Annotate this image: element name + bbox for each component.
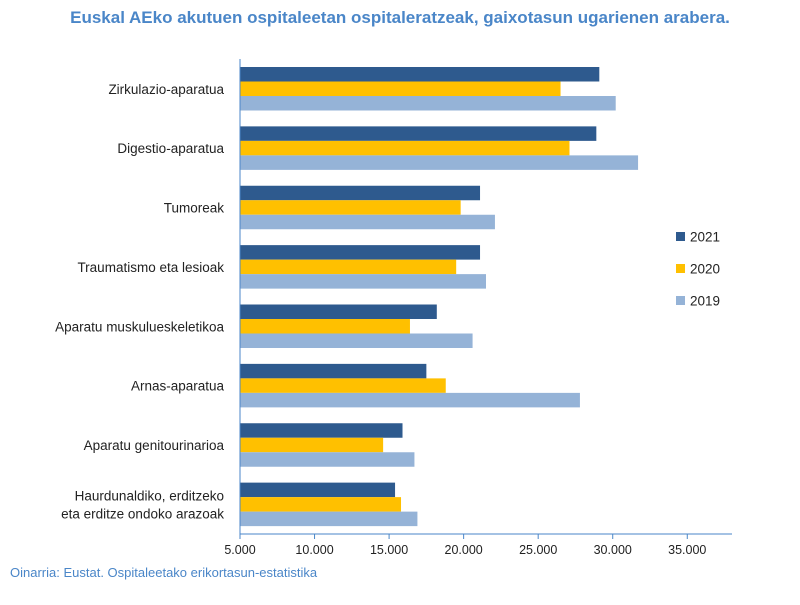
bar-2020-2	[240, 200, 461, 215]
bar-2020-4	[240, 319, 410, 334]
category-label: Aparatu muskulueskeletikoa	[55, 319, 224, 334]
bar-2021-7	[240, 482, 396, 498]
legend-swatch-2020	[676, 264, 685, 273]
bar-2019-1	[240, 155, 639, 170]
x-tick-label: 5.000	[224, 543, 255, 557]
legend-label-2020: 2020	[690, 262, 720, 277]
bar-2021-3	[240, 245, 481, 260]
legend-swatch-2019	[676, 296, 685, 305]
category-label: Digestio-aparatua	[117, 141, 224, 156]
category-label: eta erditze ondoko arazoak	[61, 506, 224, 521]
x-axis: 5.000 10.000 15.000 20.000 25.000 30.000 35.00…	[224, 59, 732, 557]
source-note: Oinarria: Eustat. Ospitaleetako erikorta…	[10, 565, 318, 580]
category-labels: Zirkulazio-aparatua Digestio-aparatua Tumo…	[55, 82, 224, 522]
bar-2020-5	[240, 378, 446, 393]
category-label: Haurdunaldiko, erditzeko	[75, 488, 224, 503]
legend: 2021 2020 2019	[676, 230, 720, 309]
category-label: Zirkulazio-aparatua	[108, 82, 224, 97]
bar-2020-0	[240, 81, 561, 96]
bar-2020-1	[240, 140, 570, 156]
x-tick-label: 35.000	[668, 543, 706, 557]
bars-group	[240, 67, 639, 527]
chart-title: Euskal AEko akutuen ospitaleetan ospital…	[70, 8, 730, 27]
x-tick-label: 10.000	[295, 543, 333, 557]
bar-2019-0	[240, 96, 616, 111]
x-tick-label: 25.000	[519, 543, 557, 557]
bar-chart: Zirkulazio-aparatua Digestio-aparatua Tumo…	[55, 59, 732, 557]
x-tick-label: 20.000	[445, 543, 483, 557]
bar-2021-4	[240, 304, 437, 319]
x-tick-label: 15.000	[370, 543, 408, 557]
bar-2019-2	[240, 214, 495, 230]
category-label: Tumoreak	[164, 201, 225, 216]
category-label: Aparatu genitourinarioa	[84, 438, 225, 453]
bar-2020-7	[240, 497, 402, 512]
legend-label-2019: 2019	[690, 294, 720, 309]
bar-2021-1	[240, 126, 597, 141]
bar-2021-5	[240, 363, 427, 379]
x-tick-label: 30.000	[594, 543, 632, 557]
category-label: Traumatismo eta lesioak	[77, 260, 224, 275]
legend-label-2021: 2021	[690, 230, 720, 245]
category-label: Arnas-aparatua	[131, 379, 225, 394]
bar-2020-6	[240, 437, 384, 453]
bar-2021-6	[240, 423, 403, 438]
bar-2019-5	[240, 392, 580, 408]
bar-2021-2	[240, 185, 481, 201]
bar-2019-3	[240, 274, 486, 289]
bar-2019-4	[240, 333, 473, 348]
bar-2021-0	[240, 67, 600, 82]
bar-2020-3	[240, 259, 457, 275]
bar-2019-7	[240, 511, 418, 527]
bar-2019-6	[240, 452, 415, 467]
legend-swatch-2021	[676, 232, 685, 241]
